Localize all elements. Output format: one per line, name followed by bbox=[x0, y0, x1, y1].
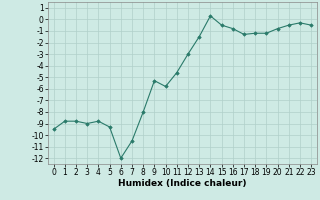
X-axis label: Humidex (Indice chaleur): Humidex (Indice chaleur) bbox=[118, 179, 247, 188]
